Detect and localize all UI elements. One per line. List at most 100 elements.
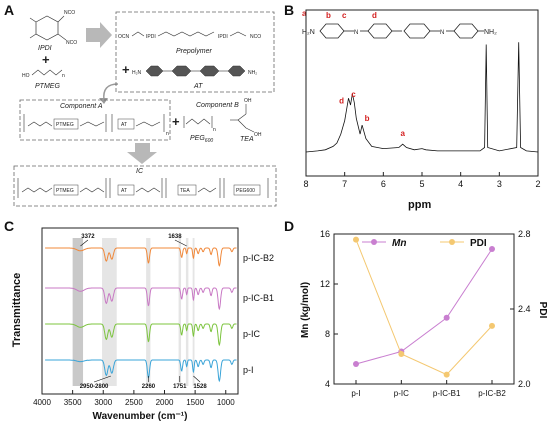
ftir-chart: Transmittance 4000 3500 3000 2500 2000 1500 10… xyxy=(11,227,274,422)
nmr-tick-label-3: 3 xyxy=(497,179,502,189)
nmr-peak-d: d xyxy=(339,96,344,105)
ftir-tick-label-3000: 3000 xyxy=(94,398,112,407)
d-point-Mn-2 xyxy=(443,314,450,321)
d-ytick-left-label-4: 4 xyxy=(325,379,330,389)
d-series xyxy=(353,236,495,378)
d-ytick-right-label-2.4: 2.4 xyxy=(518,304,531,314)
ipdi-label: IPDI xyxy=(38,45,52,52)
svg-text:OH: OH xyxy=(254,132,262,138)
ho-label: HO xyxy=(22,73,30,79)
ftir-ann-bottom-3: 1528 xyxy=(193,384,207,390)
ftir-line-p-IC xyxy=(45,323,237,347)
d-xtick-label-p-I: p-I xyxy=(351,389,360,398)
ftir-ann-bottom-0: 2950-2800 xyxy=(80,384,109,390)
d-legend-label-Mn: Mn xyxy=(392,238,406,249)
panel-c-letter: C xyxy=(4,218,15,234)
d-line-Mn xyxy=(355,248,493,365)
d-point-PDI-3 xyxy=(489,322,495,329)
curved-arrow xyxy=(103,83,119,101)
synthesis-scheme: NCO NCO IPDI + HO n PTMEG OCN IPDI IPDI … xyxy=(13,10,277,207)
d-xtick-label-p-IC: p-IC xyxy=(394,389,409,398)
nmr-peak-a: a xyxy=(400,129,405,138)
mol-label-c: c xyxy=(342,11,347,20)
d-ytick-left-label-8: 8 xyxy=(325,329,330,339)
ftir-plot-frame xyxy=(41,227,239,395)
d-point-PDI-2 xyxy=(443,371,450,378)
ftir-label-p-I: p-I xyxy=(243,365,254,375)
mn-pdi-chart: Mn (kg/mol) PDI 4 8 12 16 2.0 2.4 2.8 p-I p-IC p-… xyxy=(300,229,548,398)
d-legend: Mn PDI xyxy=(362,238,487,249)
ftir-ann-bottom-2: 1751 xyxy=(173,384,187,390)
d-point-PDI-0 xyxy=(353,236,359,243)
ftir-shaded-regions xyxy=(72,238,195,386)
svg-text:H₂N: H₂N xyxy=(132,70,142,76)
ipdi-structure: NCO NCO xyxy=(29,10,77,46)
ftir-shade-2 xyxy=(146,238,151,386)
plus-sign-3: + xyxy=(172,114,180,129)
ptmeg-n: n xyxy=(62,73,65,79)
d-legend-marker-PDI xyxy=(449,239,455,245)
svg-text:OCN: OCN xyxy=(118,34,130,40)
ftir-tick-label-3500: 3500 xyxy=(64,398,82,407)
ftir-ann-top-1638: 1638 xyxy=(168,234,182,240)
peg-label: PEG600 xyxy=(190,135,213,144)
nco-label-1: NCO xyxy=(64,10,75,16)
at-molecule: H₂N N N NH₂ a b c d xyxy=(302,9,497,39)
d-point-PDI-1 xyxy=(398,351,405,357)
tea-label: TEA xyxy=(240,136,254,143)
ftir-label-p-IC-B2: p-IC-B2 xyxy=(243,253,274,263)
prepolymer-box xyxy=(115,11,275,93)
arrow-to-prepolymer xyxy=(86,22,112,48)
ftir-shade-5 xyxy=(192,238,195,386)
ftir-spectra xyxy=(45,247,237,383)
svg-text:OH: OH xyxy=(244,98,252,104)
ftir-tick-label-2500: 2500 xyxy=(125,398,143,407)
peg600-structure: n xyxy=(183,116,216,133)
ic-peg600: PEG600 xyxy=(236,188,255,194)
d-point-Mn-0 xyxy=(353,361,359,367)
nmr-x-ticks: 8 7 6 5 4 3 2 xyxy=(303,172,541,189)
d-legend-marker-Mn xyxy=(371,239,377,245)
ftir-shade-0 xyxy=(72,238,84,386)
prepolymer-ipdi-2: IPDI xyxy=(218,34,228,40)
nco-label-2: NCO xyxy=(66,40,77,46)
ftir-annotations: 3372 1638 2950-2800 2260 1751 1528 xyxy=(80,234,208,390)
svg-text:n: n xyxy=(166,131,169,137)
ftir-series-labels: p-IC-B2 p-IC-B1 p-IC p-I xyxy=(243,253,274,375)
d-ytick-right-label-2.8: 2.8 xyxy=(518,229,531,239)
ftir-ann-bottom-1: 2260 xyxy=(142,384,156,390)
d-point-Mn-3 xyxy=(489,246,495,252)
comp-a-ptmeg: PTMEG xyxy=(56,122,74,128)
tea-structure: OH OH xyxy=(230,98,262,138)
nmr-tick-label-8: 8 xyxy=(303,179,308,189)
nmr-peak-labels: a b cd xyxy=(339,90,405,138)
ftir-line-p-I xyxy=(45,359,237,383)
at-structure: H₂N NH₂ xyxy=(132,65,257,77)
svg-text:NH₂: NH₂ xyxy=(248,70,257,76)
ic-tea: TEA xyxy=(180,188,190,194)
ptmeg-label: PTMEG xyxy=(35,83,60,90)
d-legend-label-PDI: PDI xyxy=(470,238,487,249)
nmr-tick-label-2: 2 xyxy=(535,179,540,189)
ftir-tick-label-1500: 1500 xyxy=(186,398,204,407)
ftir-tick-label-2000: 2000 xyxy=(156,398,174,407)
d-y-right-label: PDI xyxy=(537,302,548,319)
nmr-tick-label-4: 4 xyxy=(458,179,463,189)
nmr-tick-label-7: 7 xyxy=(342,179,347,189)
at-label: AT xyxy=(193,83,203,90)
ftir-shade-4 xyxy=(185,238,189,386)
mol-h2n: H₂N xyxy=(302,29,315,36)
panel-d-letter: D xyxy=(284,218,295,234)
d-ytick-left-label-16: 16 xyxy=(320,229,330,239)
component-a-structure: PTMEG AT n xyxy=(23,114,169,137)
svg-text:N: N xyxy=(440,30,444,36)
ic-ptmeg: PTMEG xyxy=(56,188,74,194)
component-b-label: Component B xyxy=(196,102,239,109)
mol-nh2: NH₂ xyxy=(484,29,497,36)
ftir-line-p-IC-B2 xyxy=(45,247,237,267)
component-a-label: Component A xyxy=(60,103,103,110)
prepolymer-ipdi-1: IPDI xyxy=(146,34,156,40)
nmr-peak-c: c xyxy=(351,90,356,99)
ptmeg-structure: HO n xyxy=(22,69,65,79)
